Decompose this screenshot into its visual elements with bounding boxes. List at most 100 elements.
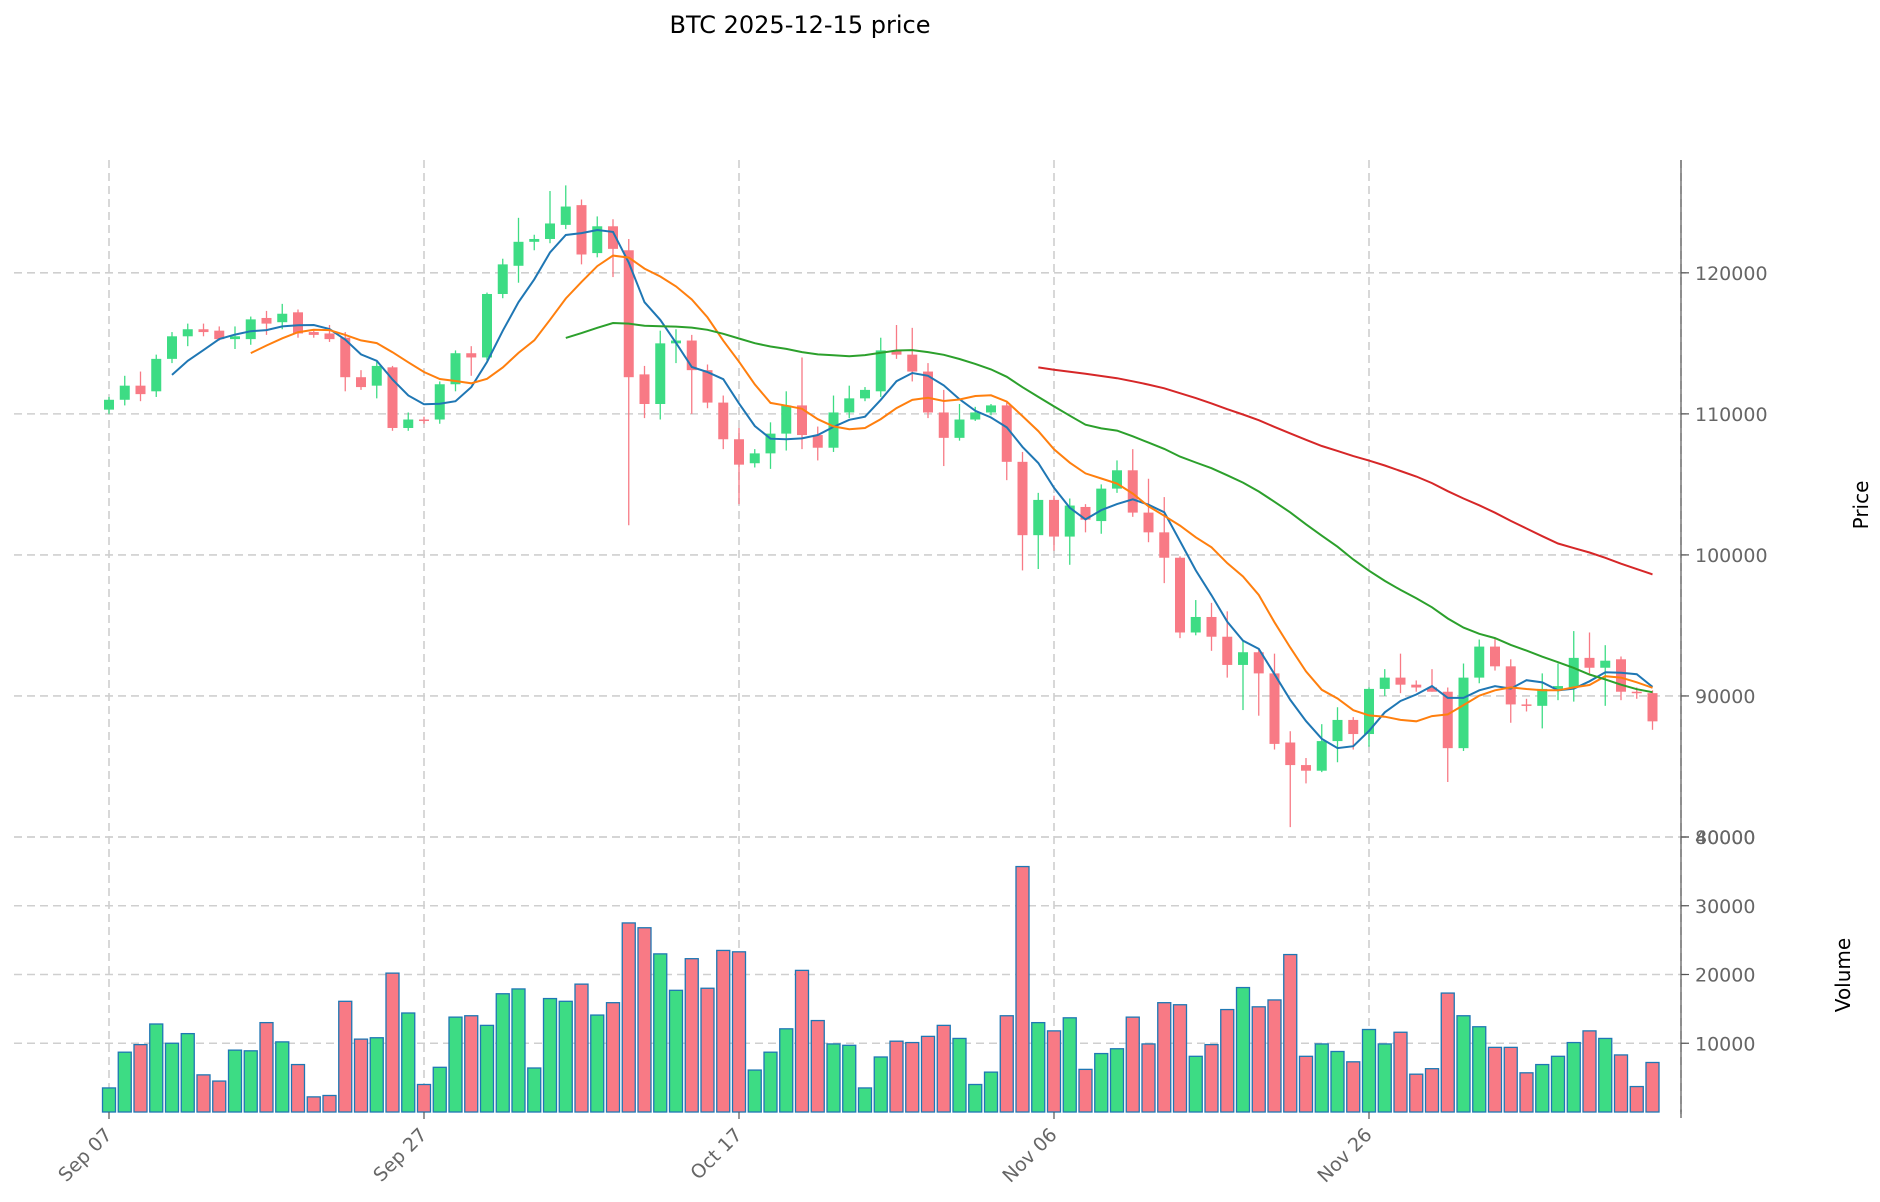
price-tick-label: 90000 bbox=[1695, 686, 1755, 708]
candle-body bbox=[608, 226, 618, 249]
volume-bar bbox=[605, 1002, 621, 1113]
volume-bar bbox=[243, 1050, 258, 1113]
volume-bar bbox=[432, 1066, 447, 1113]
candle-body bbox=[1521, 704, 1532, 706]
candle-body bbox=[356, 377, 366, 388]
candle-body bbox=[308, 332, 319, 335]
volume-bar bbox=[385, 972, 400, 1113]
candle-body bbox=[986, 405, 996, 413]
candle-body bbox=[293, 312, 303, 334]
candle-body bbox=[1001, 405, 1012, 462]
volume-bar bbox=[1267, 999, 1282, 1113]
candle-body bbox=[1411, 684, 1422, 688]
candle-body bbox=[1159, 532, 1170, 558]
candle-body bbox=[1269, 673, 1280, 744]
candle-body bbox=[466, 353, 477, 358]
chart-title: BTC 2025-12-15 price bbox=[670, 11, 931, 39]
candle-body bbox=[1584, 657, 1595, 668]
grid-layer bbox=[14, 160, 1687, 1112]
volume-bar bbox=[1346, 1061, 1361, 1113]
candle-body bbox=[482, 293, 492, 358]
volume-bar bbox=[479, 1024, 495, 1113]
volume-bar bbox=[653, 953, 668, 1113]
candle-body bbox=[545, 223, 555, 239]
candle-body bbox=[151, 358, 162, 392]
date-tick-label: Oct 17 bbox=[686, 1124, 746, 1184]
volume-bar bbox=[1409, 1073, 1424, 1113]
volume-bar bbox=[1456, 1015, 1471, 1113]
volume-tick-label: 20000 bbox=[1695, 965, 1755, 987]
candle-body bbox=[371, 365, 382, 386]
volume-bar bbox=[133, 1043, 148, 1113]
candle-body bbox=[182, 329, 193, 337]
date-tick-label: Nov 26 bbox=[1313, 1124, 1376, 1187]
volume-tick-label: 40000 bbox=[1695, 827, 1755, 849]
price-axis-label: Price bbox=[1849, 481, 1873, 530]
volume-bar bbox=[290, 1063, 306, 1113]
candle-body bbox=[1190, 616, 1201, 633]
volume-bar bbox=[1157, 1002, 1172, 1113]
candle-body bbox=[1332, 719, 1343, 742]
candlesticks bbox=[104, 185, 1658, 828]
price-tick-label: 100000 bbox=[1695, 545, 1768, 567]
candle-body bbox=[1395, 677, 1406, 685]
candle-body bbox=[1049, 499, 1059, 537]
volume-bar bbox=[889, 1040, 904, 1113]
volume-bar bbox=[621, 922, 636, 1113]
volume-bar bbox=[1582, 1030, 1597, 1113]
candle-body bbox=[214, 330, 225, 340]
candle-body bbox=[1238, 652, 1248, 665]
candle-body bbox=[765, 433, 776, 454]
candle-body bbox=[1364, 688, 1374, 735]
volume-bar bbox=[1235, 986, 1251, 1113]
candle-body bbox=[1143, 512, 1154, 533]
volume-axis-label: Volume bbox=[1831, 938, 1855, 1012]
volume-bar bbox=[873, 1056, 888, 1113]
volume-bar bbox=[731, 951, 747, 1113]
volume-bar bbox=[952, 1037, 967, 1113]
candle-body bbox=[1616, 659, 1626, 692]
candle-body bbox=[734, 439, 744, 465]
candle-body bbox=[702, 370, 713, 403]
candle-body bbox=[1175, 557, 1185, 633]
candle-body bbox=[513, 241, 524, 266]
candle-body bbox=[576, 205, 587, 255]
volume-bar bbox=[1109, 1048, 1125, 1113]
volume-bar bbox=[1440, 992, 1455, 1113]
candle-body bbox=[529, 238, 540, 242]
candle-body bbox=[1490, 646, 1500, 667]
volume-bar bbox=[259, 1021, 274, 1113]
ma-line-ma30 bbox=[565, 321, 1653, 694]
candle-body bbox=[1316, 741, 1327, 771]
volume-bar bbox=[590, 1014, 605, 1113]
candle-body bbox=[261, 317, 272, 324]
volume-bar bbox=[212, 1080, 227, 1113]
candle-body bbox=[875, 350, 886, 392]
candle-body bbox=[923, 371, 933, 413]
candle-body bbox=[907, 354, 918, 372]
candle-body bbox=[749, 453, 760, 464]
candle-body bbox=[1064, 505, 1075, 537]
candle-body bbox=[1112, 470, 1122, 489]
volume-bar bbox=[1015, 865, 1030, 1113]
volume-bar bbox=[149, 1023, 164, 1113]
candle-body bbox=[403, 419, 414, 428]
candle-body bbox=[1505, 666, 1516, 705]
volume-bar bbox=[1519, 1072, 1534, 1113]
volume-bar bbox=[763, 1051, 778, 1113]
ma-line-ma60 bbox=[1038, 366, 1653, 576]
volume-bar bbox=[1204, 1043, 1219, 1113]
volume-bar bbox=[716, 949, 731, 1113]
volume-bar bbox=[1566, 1041, 1581, 1113]
candle-body bbox=[1017, 461, 1028, 536]
volume-bar bbox=[322, 1094, 337, 1113]
moving-average-lines bbox=[171, 228, 1654, 750]
volume-bar bbox=[306, 1096, 321, 1113]
volume-bar bbox=[1629, 1085, 1644, 1113]
candle-body bbox=[1600, 660, 1611, 668]
candle-body bbox=[1033, 499, 1044, 536]
volume-bar bbox=[511, 988, 526, 1113]
candle-body bbox=[1096, 488, 1107, 522]
candle-body bbox=[1631, 691, 1642, 694]
candle-body bbox=[324, 333, 335, 340]
